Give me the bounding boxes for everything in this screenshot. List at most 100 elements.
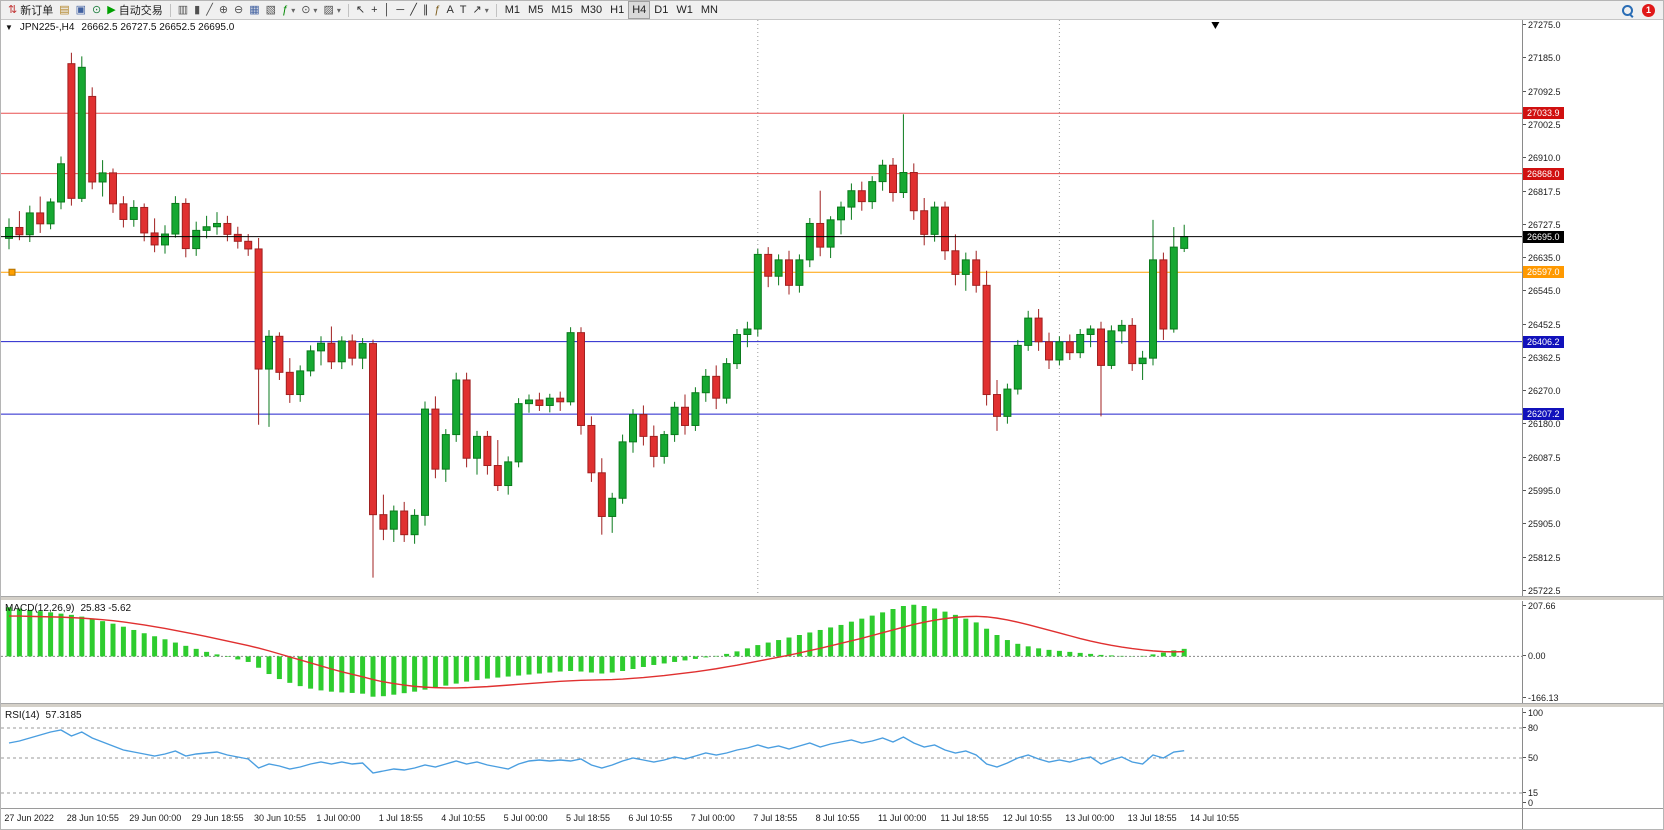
timeframe-m30[interactable]: M30 <box>577 2 606 18</box>
crosshair-icon[interactable]: + <box>368 2 380 18</box>
candle <box>306 350 315 372</box>
trendline-icon[interactable]: ╱ <box>407 2 420 18</box>
timeframe-w1[interactable]: W1 <box>672 2 697 18</box>
candle <box>389 510 398 530</box>
timeframe-d1[interactable]: D1 <box>650 2 672 18</box>
text-icon[interactable]: A <box>443 2 456 18</box>
rsi-tick-label: 100 <box>1523 708 1544 718</box>
macd-panel[interactable]: MACD(12,26,9) 25.83 -5.62 <box>1 601 1522 703</box>
candle <box>556 397 565 403</box>
rsi-panel[interactable]: RSI(14) 57.3185 <box>1 708 1522 808</box>
periods-icon[interactable]: ⊙ ▾ <box>298 2 320 18</box>
charts-icon[interactable]: ▤ <box>56 2 72 18</box>
templates-icon[interactable]: ▨ ▾ <box>320 2 343 18</box>
price-tick-label: 27092.5 <box>1523 86 1561 97</box>
macd-tick-label: 207.66 <box>1523 601 1556 611</box>
candle <box>285 371 294 396</box>
candle <box>483 435 492 467</box>
rsi-tick-label: 50 <box>1523 753 1539 763</box>
fibonacci-icon[interactable]: ƒ <box>431 2 443 18</box>
market-watch-icon[interactable]: ▣ <box>73 2 89 18</box>
arrange-windows-icon[interactable]: ▧ <box>263 2 279 18</box>
candle <box>1013 344 1022 390</box>
rsi-tick-label: 15 <box>1523 788 1539 798</box>
timeframe-m5[interactable]: M5 <box>524 2 547 18</box>
zoom-in-icon[interactable]: ⊕ <box>216 2 231 18</box>
timeframe-h1[interactable]: H1 <box>606 2 628 18</box>
panel-separator[interactable] <box>1 596 1663 601</box>
candle <box>545 397 554 406</box>
chevron-down-icon: ▾ <box>291 5 296 15</box>
shift-marker-icon[interactable] <box>1211 22 1220 29</box>
macd-axis[interactable]: 207.66 0.00 -166.13 <box>1522 601 1663 703</box>
vertical-line-icon[interactable]: │ <box>381 2 394 18</box>
line-chart-icon[interactable]: ╱ <box>203 2 216 18</box>
timeframe-m1[interactable]: M1 <box>501 2 524 18</box>
time-label: 8 Jul 10:55 <box>815 813 860 823</box>
price-chart[interactable]: ▼ JPN225-,H4 26662.5 26727.5 26652.5 266… <box>1 20 1522 596</box>
candle <box>639 414 648 437</box>
panel-separator[interactable] <box>1 703 1663 708</box>
candle <box>129 206 138 220</box>
price-tick-label: 25812.5 <box>1523 552 1561 563</box>
indicators-icon[interactable]: ƒ ▾ <box>279 2 298 18</box>
candle <box>57 163 65 203</box>
arrows-icon[interactable]: ↗ ▾ <box>470 2 492 18</box>
auto-trading-button[interactable]: ▶ 自动交易 <box>104 2 165 18</box>
timeframe-h4[interactable]: H4 <box>628 1 651 19</box>
time-label: 14 Jul 10:55 <box>1190 813 1240 823</box>
price-tag-resistance: 27033.9 <box>1523 107 1564 120</box>
timeframe-mn[interactable]: MN <box>697 2 722 18</box>
refresh-icon[interactable]: ⊙ <box>89 2 104 18</box>
refresh-icon: ⊙ <box>92 4 102 16</box>
timeframe-m15-label: M15 <box>551 4 573 16</box>
candle <box>525 399 533 405</box>
candle <box>140 206 149 234</box>
time-label: 27 Jun 2022 <box>4 813 54 823</box>
candle <box>566 332 575 403</box>
candlestick-icon[interactable]: ▮ <box>191 2 203 18</box>
time-label: 13 Jul 00:00 <box>1065 813 1115 823</box>
price-tag-support: 26406.2 <box>1523 335 1564 348</box>
candle <box>670 406 679 436</box>
tile-windows-icon: ▦ <box>249 4 260 16</box>
search-icon[interactable] <box>1621 4 1634 17</box>
candle <box>441 434 450 470</box>
price-tick-label: 26452.5 <box>1523 319 1561 330</box>
candle <box>1107 330 1116 366</box>
tile-windows-icon[interactable]: ▦ <box>246 2 262 18</box>
templates-icon: ▨ <box>323 4 334 16</box>
axis-corner <box>1522 809 1663 829</box>
time-axis[interactable]: 27 Jun 2022 28 Jun 10:55 29 Jun 00:00 29 Ju… <box>1 809 1522 829</box>
timeframe-m15[interactable]: M15 <box>547 2 576 18</box>
time-label: 1 Jul 18:55 <box>378 813 423 823</box>
cursor-icon[interactable]: ↖ <box>353 2 368 18</box>
zoom-out-icon[interactable]: ⊖ <box>231 2 246 18</box>
time-label: 5 Jul 00:00 <box>503 813 548 823</box>
new-order-button-label: 新订单 <box>20 5 54 17</box>
bar-chart-icon[interactable]: ▥ <box>175 2 191 18</box>
label-icon[interactable]: T <box>457 2 470 18</box>
timeframe-w1-label: W1 <box>676 4 693 16</box>
candle <box>743 328 752 335</box>
collapse-icon[interactable]: ▼ <box>5 23 13 32</box>
auto-trading-button-label: 自动交易 <box>118 5 163 17</box>
new-order-button[interactable]: ⇅ 新订单 <box>5 2 56 18</box>
level-line-handle[interactable] <box>8 268 16 276</box>
time-label: 12 Jul 10:55 <box>1002 813 1052 823</box>
candle <box>98 172 107 183</box>
channel-icon[interactable]: ∥ <box>420 2 432 18</box>
candle <box>1055 341 1064 361</box>
rsi-tick-label: 0 <box>1523 798 1534 808</box>
notification-badge[interactable]: 1 <box>1642 3 1655 17</box>
price-tag-current-price: 26695.0 <box>1523 230 1564 243</box>
candle <box>421 408 429 516</box>
price-axis[interactable]: 27275.0 27185.0 27092.5 27002.5 26910.0 26817… <box>1522 20 1663 596</box>
price-tick-label: 26817.5 <box>1523 186 1561 197</box>
chevron-down-icon: ▾ <box>313 5 318 15</box>
horizontal-line-icon: ─ <box>396 4 405 16</box>
rsi-axis[interactable]: 100 80 50 15 0 <box>1522 708 1663 808</box>
candle <box>254 248 263 370</box>
vertical-line-icon: │ <box>383 4 391 16</box>
horizontal-line-icon[interactable]: ─ <box>393 2 407 18</box>
